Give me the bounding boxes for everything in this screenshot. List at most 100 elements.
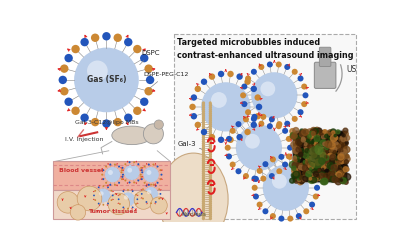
Circle shape [263, 165, 309, 211]
Circle shape [337, 159, 343, 164]
Circle shape [243, 173, 249, 179]
Circle shape [320, 173, 326, 178]
Circle shape [160, 174, 162, 176]
Circle shape [260, 176, 266, 182]
Circle shape [333, 141, 339, 147]
Circle shape [209, 104, 212, 107]
Circle shape [310, 131, 313, 135]
Circle shape [209, 189, 212, 192]
Circle shape [77, 186, 102, 211]
Circle shape [133, 107, 142, 115]
Circle shape [209, 185, 212, 188]
Circle shape [244, 129, 251, 135]
Circle shape [334, 143, 339, 147]
Circle shape [318, 169, 320, 172]
Circle shape [114, 184, 116, 186]
Circle shape [331, 165, 337, 171]
Circle shape [322, 166, 325, 169]
Circle shape [150, 202, 152, 204]
Circle shape [334, 134, 336, 137]
Circle shape [202, 206, 205, 209]
Circle shape [201, 82, 250, 131]
Circle shape [303, 171, 306, 175]
Circle shape [302, 92, 308, 98]
Circle shape [300, 155, 303, 157]
Circle shape [310, 155, 317, 161]
Circle shape [282, 162, 288, 168]
Circle shape [119, 194, 121, 195]
Circle shape [122, 176, 124, 178]
Circle shape [87, 61, 108, 81]
Circle shape [303, 161, 307, 165]
Circle shape [293, 171, 300, 178]
Circle shape [209, 131, 212, 135]
Circle shape [121, 169, 123, 171]
Circle shape [209, 144, 212, 147]
Circle shape [236, 121, 242, 127]
Circle shape [292, 176, 296, 179]
Circle shape [202, 127, 205, 130]
Circle shape [202, 210, 205, 214]
Circle shape [146, 201, 147, 203]
Circle shape [317, 133, 320, 136]
Circle shape [344, 132, 348, 136]
Circle shape [136, 198, 138, 200]
Circle shape [202, 161, 205, 165]
Circle shape [202, 168, 205, 171]
Circle shape [202, 142, 205, 145]
Circle shape [258, 64, 264, 70]
Circle shape [296, 160, 299, 164]
Circle shape [57, 191, 79, 213]
Circle shape [260, 114, 266, 120]
Circle shape [209, 101, 212, 105]
Circle shape [332, 168, 339, 175]
Circle shape [292, 69, 298, 75]
Circle shape [132, 190, 134, 192]
Circle shape [160, 169, 162, 171]
Circle shape [292, 133, 297, 138]
Circle shape [316, 158, 319, 161]
Circle shape [202, 213, 205, 216]
Circle shape [330, 168, 336, 173]
Circle shape [315, 155, 320, 160]
Circle shape [324, 173, 330, 180]
Circle shape [293, 163, 300, 170]
Circle shape [209, 172, 212, 175]
Circle shape [304, 147, 307, 150]
Circle shape [336, 144, 340, 148]
Circle shape [297, 156, 301, 159]
Circle shape [337, 145, 341, 149]
Circle shape [325, 178, 327, 181]
Circle shape [299, 152, 303, 157]
Circle shape [340, 142, 344, 146]
Circle shape [311, 170, 317, 177]
Circle shape [289, 161, 296, 168]
Circle shape [226, 136, 232, 142]
Circle shape [319, 163, 326, 170]
Circle shape [202, 144, 205, 147]
Circle shape [302, 165, 308, 171]
Text: I.V. Injection: I.V. Injection [65, 137, 103, 142]
Circle shape [230, 162, 236, 168]
Circle shape [105, 167, 120, 182]
Circle shape [295, 165, 299, 169]
Circle shape [202, 140, 205, 143]
Circle shape [314, 140, 319, 145]
Ellipse shape [314, 143, 324, 155]
Circle shape [245, 109, 251, 115]
Circle shape [316, 161, 319, 164]
Circle shape [313, 193, 319, 199]
Circle shape [294, 159, 297, 162]
Circle shape [202, 135, 205, 139]
Circle shape [303, 163, 308, 168]
Circle shape [338, 148, 343, 153]
Circle shape [202, 204, 205, 207]
Circle shape [332, 154, 336, 158]
Circle shape [202, 159, 205, 163]
Circle shape [127, 208, 129, 210]
Circle shape [341, 150, 346, 155]
Circle shape [317, 172, 323, 178]
Circle shape [202, 185, 205, 188]
Circle shape [227, 137, 234, 143]
Circle shape [118, 182, 120, 184]
